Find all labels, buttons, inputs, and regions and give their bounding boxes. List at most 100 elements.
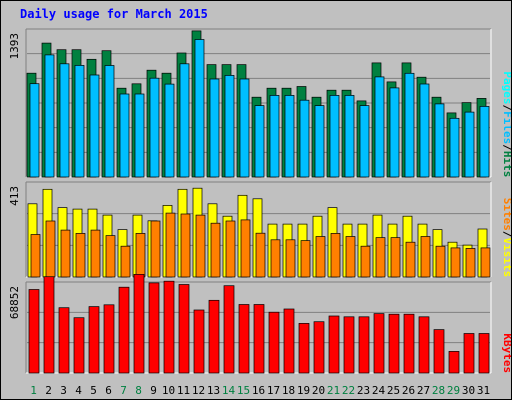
day-label-26: 26: [402, 384, 415, 397]
bar-sites-day-4: [75, 233, 86, 278]
legend-entry-pages: Pages: [501, 71, 511, 104]
legend: KBytes: [501, 333, 511, 373]
legend-separator: /: [501, 105, 511, 112]
bar-files-day-10: [164, 83, 175, 178]
bar-files-day-3: [59, 63, 70, 178]
day-label-31: 31: [477, 384, 490, 397]
bar-sites-day-11: [180, 213, 191, 278]
bar-kbytes-day-20: [313, 321, 325, 374]
bar-files-day-9: [149, 77, 160, 178]
bar-files-day-17: [269, 95, 280, 178]
day-label-21: 21: [327, 384, 340, 397]
bar-kbytes-day-21: [328, 315, 340, 374]
bar-kbytes-day-15: [238, 304, 250, 374]
day-label-24: 24: [372, 384, 386, 397]
panel-kbytes: 68852 KBytes: [8, 274, 511, 374]
bar-sites-day-16: [255, 232, 266, 278]
bar-sites-day-22: [345, 236, 356, 278]
day-label-9: 9: [150, 384, 157, 397]
bar-files-day-30: [464, 111, 475, 178]
bar-sites-day-20: [315, 236, 326, 278]
bar-sites-day-17: [270, 239, 281, 278]
bar-sites-day-24: [375, 237, 386, 278]
bar-sites-day-9: [150, 220, 161, 278]
day-label-16: 16: [252, 384, 265, 397]
bar-kbytes-day-29: [448, 351, 460, 374]
bar-sites-day-1: [30, 234, 41, 278]
bar-sites-day-27: [420, 236, 431, 278]
bar-sites-day-2: [45, 220, 56, 278]
bar-kbytes-day-30: [463, 333, 475, 374]
bar-files-day-7: [119, 93, 130, 178]
bar-files-day-26: [404, 72, 415, 178]
day-label-3: 3: [60, 384, 67, 397]
day-label-28: 28: [432, 384, 445, 397]
bar-sites-day-15: [240, 219, 251, 278]
bar-kbytes-day-19: [298, 323, 310, 374]
panel-visits_sites: 413 Sites/Visits: [8, 181, 511, 278]
bar-sites-day-18: [285, 239, 296, 278]
legend-entry-sites: Sites: [501, 198, 511, 231]
legend-entry-hits: Hits: [501, 151, 511, 178]
day-label-7: 7: [120, 384, 127, 397]
y-max-label: 68852: [8, 286, 21, 319]
day-label-5: 5: [90, 384, 97, 397]
bar-sites-day-25: [390, 237, 401, 278]
bar-kbytes-day-11: [178, 284, 190, 374]
bar-kbytes-day-7: [118, 286, 130, 374]
bar-files-day-1: [29, 83, 40, 178]
day-label-13: 13: [207, 384, 220, 397]
day-label-29: 29: [447, 384, 460, 397]
day-label-6: 6: [105, 384, 112, 397]
bar-files-day-14: [224, 75, 235, 178]
bar-files-day-21: [329, 95, 340, 178]
bar-kbytes-day-12: [193, 309, 205, 374]
bar-sites-day-30: [465, 248, 476, 278]
bar-files-day-28: [434, 103, 445, 178]
chart-title: Daily usage for March 2015: [20, 7, 208, 21]
bar-kbytes-day-16: [253, 304, 265, 374]
day-label-25: 25: [387, 384, 400, 397]
legend-separator: /: [501, 144, 511, 151]
bar-kbytes-day-1: [28, 289, 40, 374]
day-label-19: 19: [297, 384, 310, 397]
bar-kbytes-day-9: [148, 282, 160, 374]
bar-sites-day-6: [105, 235, 116, 278]
bar-kbytes-day-10: [163, 280, 175, 374]
legend-entry-files: Files: [501, 111, 511, 144]
bar-files-day-16: [254, 105, 265, 178]
bar-kbytes-day-8: [133, 274, 145, 374]
bar-kbytes-day-22: [343, 316, 355, 374]
day-label-11: 11: [177, 384, 190, 397]
bar-files-day-31: [479, 106, 490, 178]
legend-entry-visits: Visits: [501, 238, 511, 278]
day-label-15: 15: [237, 384, 250, 397]
bar-kbytes-day-24: [373, 313, 385, 374]
bar-sites-day-29: [450, 247, 461, 278]
bar-kbytes-day-25: [388, 313, 400, 374]
bar-kbytes-day-27: [418, 316, 430, 374]
day-label-8: 8: [135, 384, 142, 397]
day-label-1: 1: [30, 384, 37, 397]
bar-files-day-6: [104, 65, 115, 178]
bar-files-day-12: [194, 39, 205, 178]
bar-kbytes-day-4: [73, 317, 85, 374]
bar-files-day-20: [314, 105, 325, 178]
day-label-27: 27: [417, 384, 430, 397]
bar-kbytes-day-5: [88, 306, 100, 374]
day-label-23: 23: [357, 384, 370, 397]
bar-sites-day-31: [480, 247, 491, 278]
bar-kbytes-day-13: [208, 299, 220, 374]
bar-files-day-11: [179, 63, 190, 178]
bar-files-day-27: [419, 83, 430, 178]
bar-files-day-8: [134, 93, 145, 178]
bar-files-day-15: [239, 78, 250, 178]
day-label-22: 22: [342, 384, 355, 397]
bar-sites-day-10: [165, 212, 176, 278]
bar-kbytes-day-17: [268, 311, 280, 374]
y-max-label: 413: [8, 186, 21, 206]
bar-kbytes-day-14: [223, 285, 235, 374]
